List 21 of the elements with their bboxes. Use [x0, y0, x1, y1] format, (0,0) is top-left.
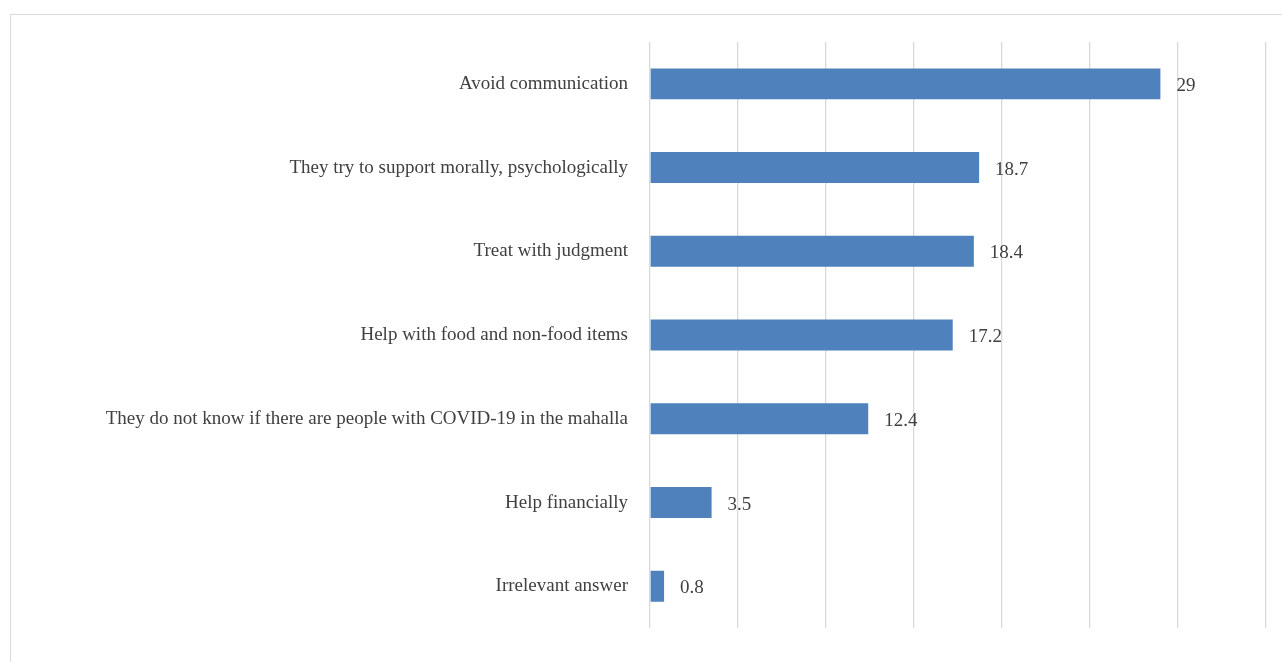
y-tick-label: Treat with judgment: [473, 239, 629, 261]
y-tick-label: Avoid communication: [458, 71, 629, 93]
data-label: 0.8: [680, 576, 704, 598]
data-label: 18.4: [989, 241, 1024, 263]
data-label: 17.2: [968, 325, 1002, 347]
y-tick-label: Help financially: [505, 490, 629, 512]
y-tick-label: Help with food and non-food items: [360, 323, 628, 345]
bar: [650, 152, 980, 184]
bar: [650, 570, 665, 602]
bar: [650, 319, 953, 351]
data-label: 18.7: [995, 157, 1029, 179]
bar: [650, 487, 712, 519]
data-label: 29: [1176, 73, 1196, 95]
bar: [650, 68, 1161, 100]
data-label: 12.4: [884, 408, 918, 430]
y-tick-label: They do not know if there are people with COVID-19 in the mahalla: [105, 406, 629, 428]
bar: [650, 403, 869, 435]
y-tick-label: They try to support morally, psychologically: [289, 155, 629, 177]
bar: [650, 235, 974, 267]
y-tick-label: Irrelevant answer: [495, 574, 629, 596]
data-label: 3.5: [727, 492, 752, 514]
